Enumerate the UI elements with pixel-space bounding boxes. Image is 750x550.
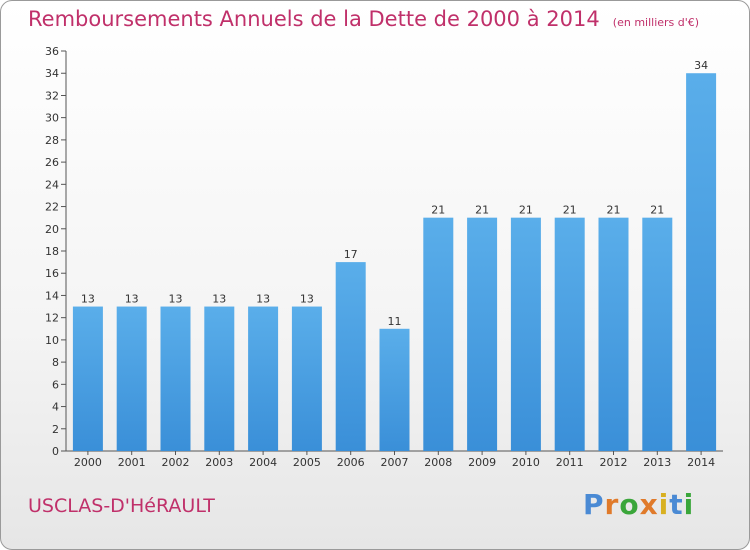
data-label-2007: 11 (388, 315, 402, 328)
data-label-2013: 21 (650, 204, 664, 217)
data-label-2010: 21 (519, 204, 533, 217)
logo-letter: o (619, 488, 640, 521)
x-tick-label-2009: 2009 (468, 456, 496, 469)
y-tick-label: 0 (52, 445, 59, 458)
y-tick-label: 4 (52, 401, 59, 414)
data-label-2011: 21 (563, 204, 577, 217)
x-tick-label-2004: 2004 (249, 456, 277, 469)
bar-2013 (642, 217, 673, 451)
bar-2008 (423, 217, 454, 451)
y-tick-label: 34 (45, 67, 59, 80)
y-tick-label: 28 (45, 134, 59, 147)
x-tick-label-2011: 2011 (556, 456, 584, 469)
y-tick-label: 20 (45, 223, 59, 236)
logo-letter: r (604, 488, 620, 521)
commune-name: USCLAS-D'HéRAULT (28, 495, 215, 517)
x-tick-label-2001: 2001 (118, 456, 146, 469)
data-label-2006: 17 (344, 248, 358, 261)
data-label-2004: 13 (256, 293, 270, 306)
x-tick-label-2003: 2003 (205, 456, 233, 469)
data-label-2001: 13 (125, 293, 139, 306)
bar-2010 (510, 217, 541, 451)
y-tick-label: 12 (45, 312, 59, 325)
y-tick-label: 10 (45, 334, 59, 347)
y-tick-label: 16 (45, 267, 59, 280)
chart-unit-text: (en milliers d'€) (612, 16, 700, 29)
y-tick-label: 2 (52, 423, 59, 436)
y-tick-label: 22 (45, 201, 59, 214)
data-label-2005: 13 (300, 293, 314, 306)
chart-title: Remboursements Annuels de la Dette de 20… (28, 7, 699, 31)
data-label-2003: 13 (212, 293, 226, 306)
x-tick-label-2006: 2006 (337, 456, 365, 469)
x-tick-label-2012: 2012 (600, 456, 628, 469)
bar-2006 (335, 262, 366, 451)
y-tick-label: 18 (45, 245, 59, 258)
x-tick-label-2000: 2000 (74, 456, 102, 469)
bar-2001 (116, 306, 147, 451)
y-tick-label: 14 (45, 289, 59, 302)
chart-title-text: Remboursements Annuels de la Dette de 20… (28, 7, 600, 31)
y-tick-label: 6 (52, 378, 59, 391)
logo-letter: t (669, 488, 684, 521)
x-tick-label-2014: 2014 (687, 456, 715, 469)
x-tick-label-2002: 2002 (162, 456, 190, 469)
y-tick-label: 36 (45, 45, 59, 58)
bar-2002 (160, 306, 191, 451)
bar-2005 (291, 306, 322, 451)
x-tick-label-2008: 2008 (424, 456, 452, 469)
x-tick-label-2013: 2013 (643, 456, 671, 469)
data-label-2014: 34 (694, 59, 708, 72)
x-tick-label-2005: 2005 (293, 456, 321, 469)
bar-2009 (467, 217, 498, 451)
bar-2011 (554, 217, 585, 451)
bar-2000 (72, 306, 103, 451)
proxiti-logo: Proxiti (583, 488, 694, 521)
bar-2012 (598, 217, 629, 451)
data-label-2008: 21 (431, 204, 445, 217)
x-tick-label-2010: 2010 (512, 456, 540, 469)
bar-2007 (379, 328, 410, 451)
data-label-2009: 21 (475, 204, 489, 217)
bar-2014 (686, 73, 717, 451)
data-label-2000: 13 (81, 293, 95, 306)
data-label-2012: 21 (607, 204, 621, 217)
y-tick-label: 26 (45, 156, 59, 169)
y-tick-label: 8 (52, 356, 59, 369)
bar-2004 (248, 306, 279, 451)
y-tick-label: 24 (45, 178, 59, 191)
logo-letter: i (658, 488, 670, 521)
logo-letter: x (639, 488, 659, 521)
logo-letter: i (683, 488, 695, 521)
logo-letter: P (583, 488, 605, 521)
data-label-2002: 13 (169, 293, 183, 306)
x-tick-label-2007: 2007 (381, 456, 409, 469)
bar-2003 (204, 306, 235, 451)
y-tick-label: 30 (45, 112, 59, 125)
y-tick-label: 32 (45, 89, 59, 102)
